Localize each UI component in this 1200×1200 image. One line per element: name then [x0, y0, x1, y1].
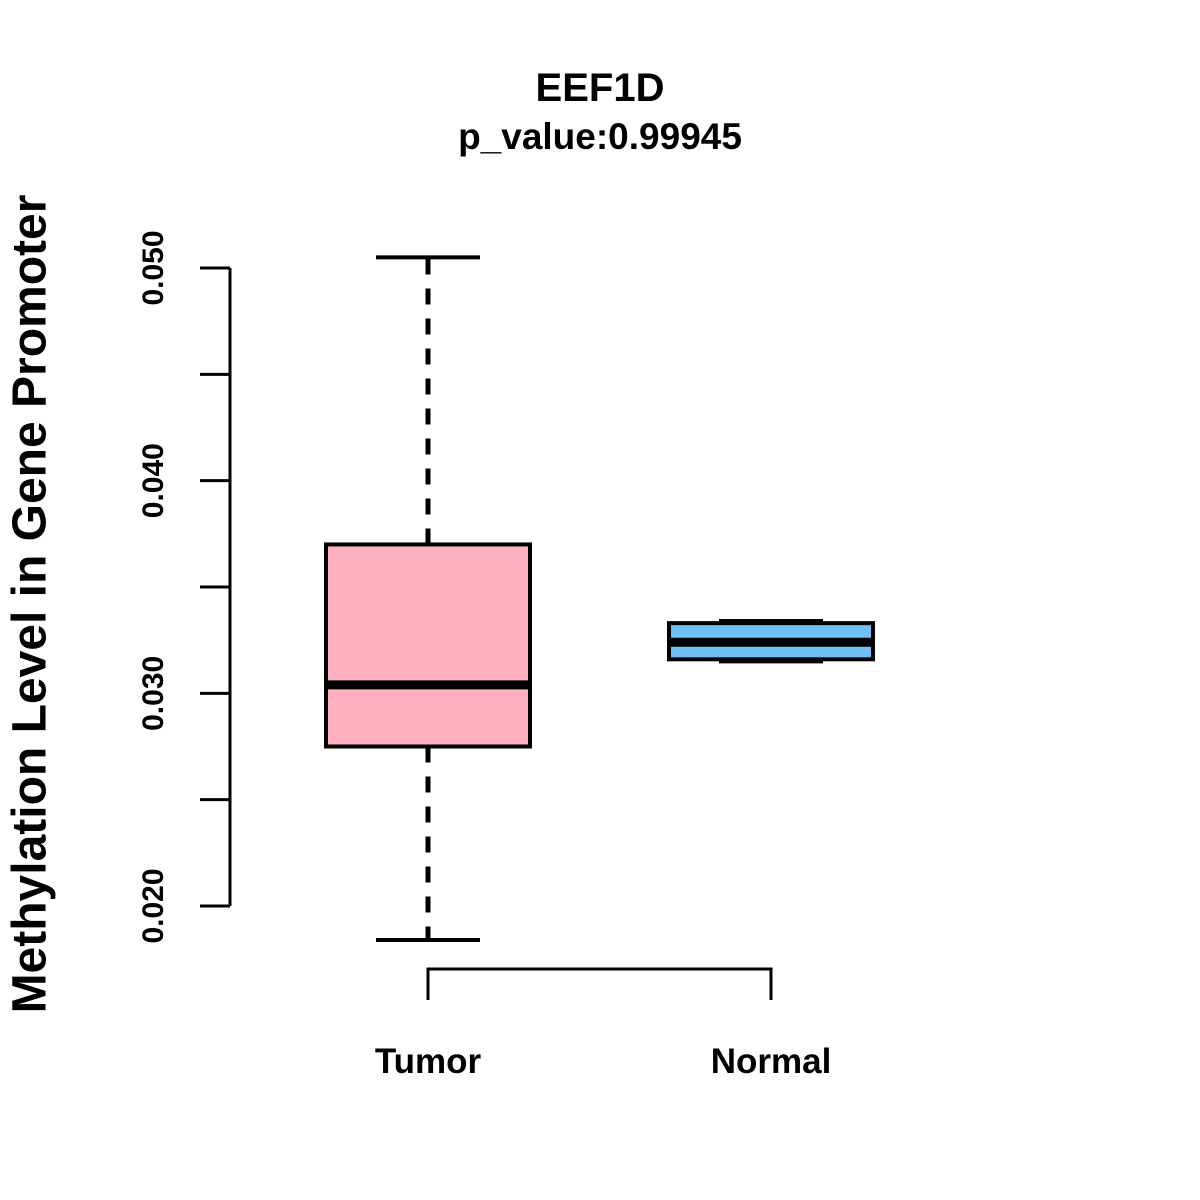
chart-title: EEF1D	[535, 66, 665, 110]
y-tick-label-0.020: 0.020	[137, 868, 170, 943]
chart-subtitle-pvalue: p_value:0.99945	[458, 116, 742, 157]
x-axis-bracket	[426, 967, 773, 1000]
y-tick-label-0.050: 0.050	[137, 230, 170, 305]
y-tick-label-0.030: 0.030	[137, 656, 170, 731]
x-category-label-tumor: Tumor	[374, 1042, 482, 1081]
tumor-box	[324, 542, 532, 749]
x-category-label-normal: Normal	[710, 1042, 832, 1081]
y-tick-label-0.040: 0.040	[137, 443, 170, 518]
